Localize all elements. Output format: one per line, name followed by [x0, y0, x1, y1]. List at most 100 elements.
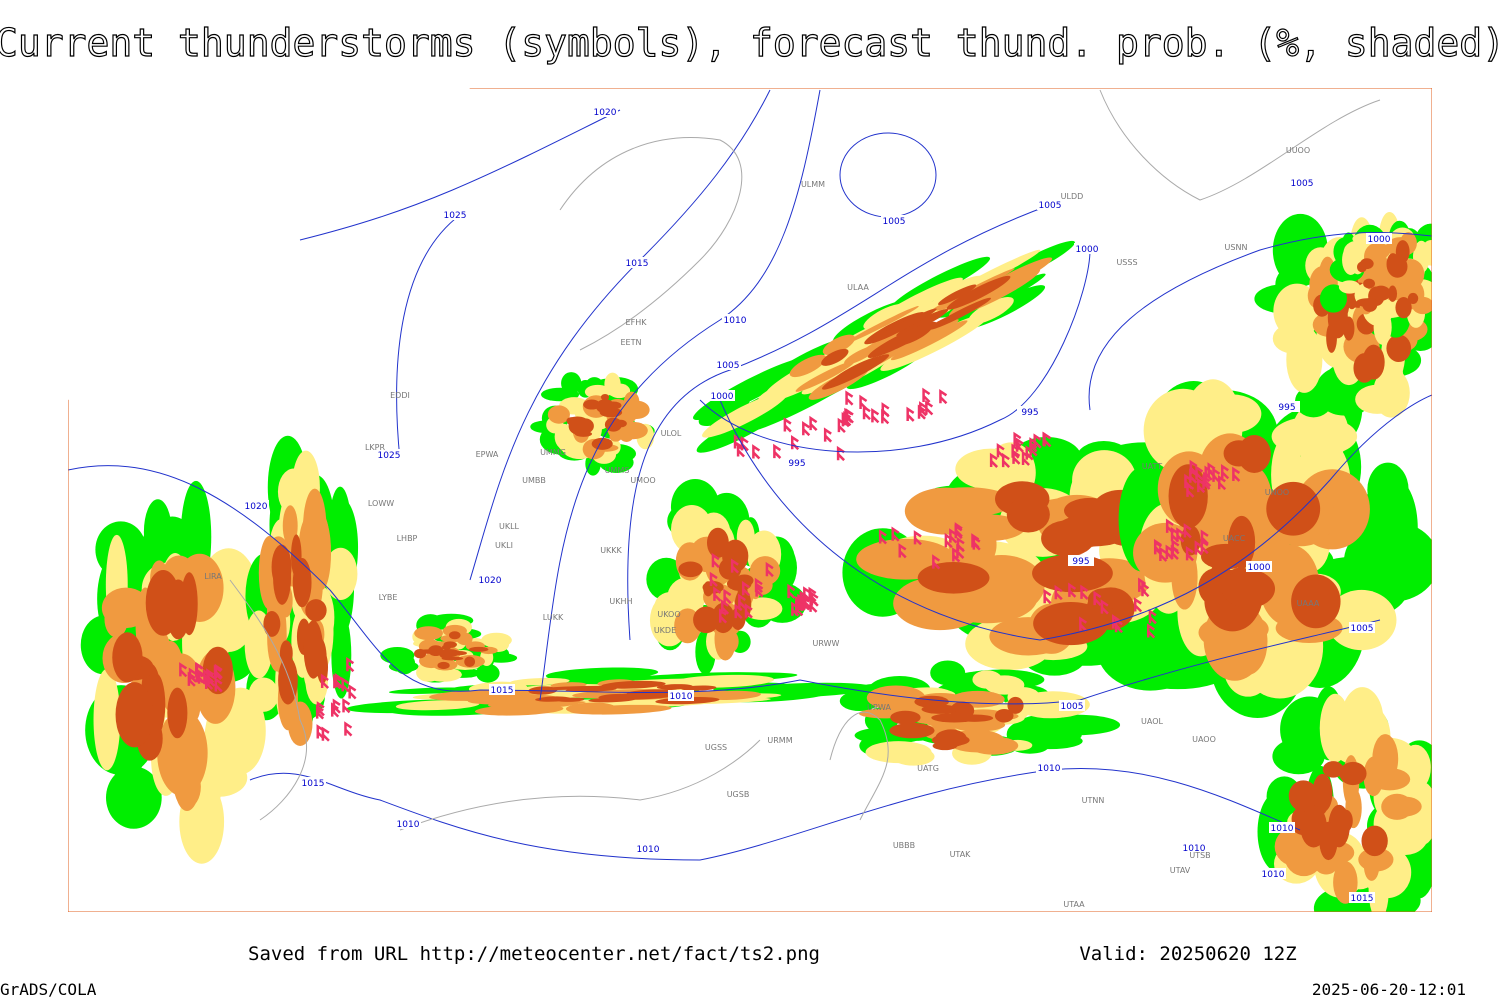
shade-blob — [1223, 440, 1255, 467]
storm-symbol — [1054, 584, 1063, 601]
storm-symbol — [1170, 526, 1179, 543]
storm-symbol — [1079, 616, 1088, 632]
shade-blob — [1338, 280, 1361, 294]
probability-shading — [80, 211, 1432, 912]
shade-blob — [702, 391, 788, 438]
storm-symbol — [346, 656, 355, 673]
station-code: UTAA — [1063, 900, 1085, 909]
storm-symbol — [734, 603, 743, 619]
storm-symbol — [954, 523, 963, 540]
shade-blob — [822, 334, 856, 356]
station-code: UKOO — [657, 610, 680, 619]
isobar-label: 1000 — [1248, 563, 1271, 573]
storm-symbol — [1021, 450, 1030, 466]
storm-symbol — [802, 420, 811, 437]
shade-blob — [535, 696, 571, 702]
shade-blob — [896, 309, 949, 337]
storm-symbol — [932, 554, 941, 570]
title: Current thunderstorms (symbols), forecas… — [0, 21, 1500, 65]
shade-blob — [830, 356, 882, 384]
label-bg — [715, 359, 741, 370]
storm-symbol — [803, 594, 813, 610]
storm-symbol — [1194, 540, 1203, 556]
isobar — [469, 89, 771, 581]
storm-symbol — [810, 591, 819, 607]
shade-blob — [867, 321, 937, 359]
shade-blob — [451, 651, 468, 656]
valid-time: Valid: 20250620 12Z — [1079, 943, 1296, 965]
station-code: ULDD — [1061, 192, 1084, 201]
station-code: UKHH — [609, 597, 632, 606]
shade-blob — [561, 372, 582, 395]
shade-blob — [893, 319, 959, 354]
station-code: UKLI — [495, 541, 513, 550]
shade-blob — [567, 416, 588, 428]
shade-blob — [890, 710, 921, 725]
shade-blob — [115, 682, 154, 748]
shade-blob — [1356, 261, 1367, 273]
shade-blob — [1054, 514, 1132, 547]
shade-blob — [595, 399, 615, 414]
shade-blob — [735, 574, 754, 587]
storm-symbol — [718, 608, 728, 624]
shade-blob — [1221, 569, 1276, 608]
shade-blob — [1319, 284, 1347, 313]
shade-blob — [442, 624, 467, 637]
isobar-label: 1025 — [444, 211, 467, 221]
station-code: EETN — [621, 338, 642, 347]
storm-symbol — [944, 532, 953, 549]
isobar-label: 1000 — [1076, 245, 1099, 255]
shade-blob — [994, 709, 1014, 723]
station-code: USNN — [1225, 243, 1248, 252]
station-code: LKPR — [365, 443, 386, 452]
isobar-label: 995 — [1278, 403, 1295, 413]
shade-blob — [1408, 782, 1432, 845]
storm-symbol — [342, 697, 351, 714]
storm-symbol — [1195, 465, 1204, 481]
shade-blob — [917, 562, 990, 594]
shade-blob — [865, 741, 932, 764]
storm-symbol — [1232, 466, 1241, 482]
label-bg — [1269, 822, 1295, 833]
label-bg — [1349, 622, 1375, 633]
shade-blob — [1372, 734, 1399, 784]
timestamp: 2025-06-20-12:01 — [1312, 980, 1466, 999]
storm-symbol — [1013, 431, 1022, 447]
isobar-label: 1015 — [491, 686, 514, 696]
shade-blob — [414, 626, 443, 641]
storm-symbol — [1042, 431, 1051, 447]
storm-symbol — [989, 452, 999, 468]
label-bg — [1059, 700, 1085, 711]
station-code: UKKK — [600, 546, 622, 555]
label-bg — [243, 500, 269, 511]
shade-blob — [844, 305, 919, 345]
shade-blob — [509, 677, 570, 686]
shade-blob — [631, 672, 768, 680]
station-code: LUKK — [543, 613, 564, 622]
isobar — [299, 109, 621, 241]
storm-area — [693, 240, 1075, 453]
isobar-label: 1010 — [724, 316, 747, 326]
label-bg — [1274, 401, 1300, 412]
storm-symbol — [797, 593, 806, 609]
station-code: UTNN — [1082, 796, 1105, 805]
storm-symbol — [730, 558, 740, 574]
storm-symbol — [765, 561, 774, 578]
shade-blob — [1329, 709, 1381, 765]
coastline — [559, 137, 743, 351]
storm-symbol — [878, 529, 888, 545]
storm-symbol — [1176, 527, 1185, 543]
label-bg — [1349, 892, 1375, 903]
storm-symbol — [1165, 518, 1175, 534]
storm-symbol — [1093, 590, 1102, 606]
shade-blob — [1363, 278, 1376, 289]
shade-blob — [316, 515, 330, 574]
shade-blob — [248, 677, 279, 712]
shade-blob — [1291, 574, 1341, 629]
shade-blob — [292, 558, 312, 608]
shade-blob — [1006, 496, 1050, 533]
shade-blob — [1386, 334, 1412, 362]
shade-blob — [604, 417, 622, 432]
shade-blob — [104, 600, 128, 638]
storm-symbol — [1147, 623, 1156, 639]
